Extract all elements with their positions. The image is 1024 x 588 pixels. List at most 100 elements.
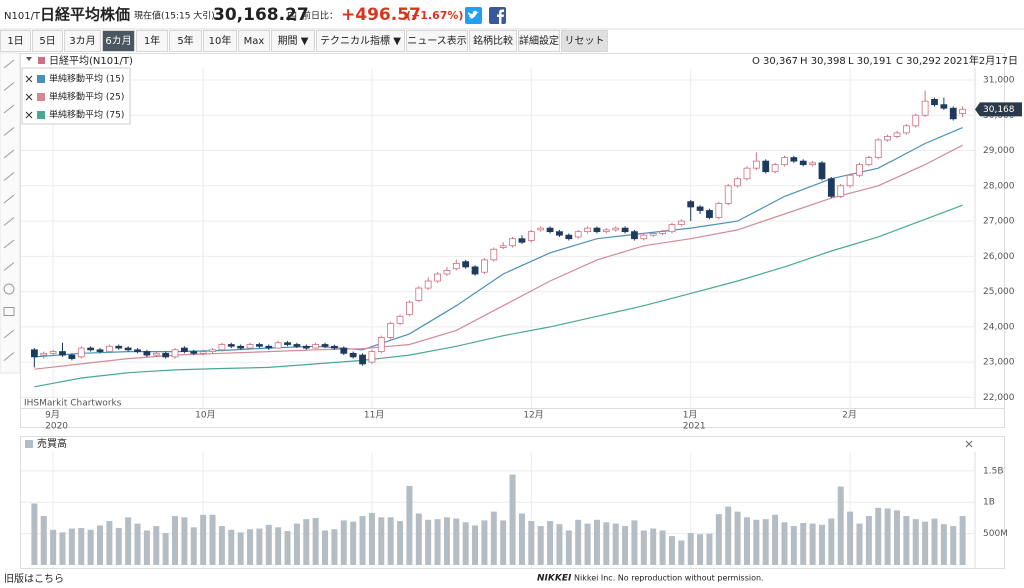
candle-body [518, 238, 526, 243]
volume-bar [762, 519, 769, 565]
volume-bar [59, 532, 66, 565]
volume-bar [125, 517, 132, 565]
candle-body [706, 210, 713, 218]
candle-body [471, 266, 479, 275]
candle-body [912, 114, 920, 127]
tool-icon[interactable] [3, 194, 15, 204]
tool-icon[interactable] [3, 127, 15, 136]
volume-bar [453, 518, 460, 565]
old-version-link[interactable]: 旧版はこちら [4, 572, 64, 585]
nikkei-logo: NIKKEI [537, 574, 572, 584]
volume-bar [153, 526, 160, 565]
toolbar-button[interactable] [469, 30, 517, 52]
candle-body [677, 220, 685, 225]
tool-icon[interactable] [3, 307, 15, 316]
volume-bar [237, 532, 244, 565]
tool-icon[interactable] [3, 239, 15, 249]
year-label: 2021 [683, 422, 706, 432]
toolbar-label: 10年 [209, 34, 232, 47]
volume-bar [603, 522, 610, 565]
candle-body [546, 227, 554, 233]
candle-body [556, 231, 563, 236]
y-tick-label: 28,000 [983, 181, 1015, 191]
price-unit: 円 [287, 12, 297, 23]
candle-body [406, 301, 413, 315]
toolbar-label: テクニカル指標 ▼ [320, 34, 401, 47]
legend-label: 単純移動平均 (15) [49, 73, 124, 85]
volume-bar [781, 522, 788, 565]
tool-icon[interactable] [3, 352, 15, 361]
candle-body [368, 351, 376, 363]
volume-bar [134, 523, 141, 565]
candle-body [49, 351, 57, 354]
candle-body [415, 287, 423, 301]
tool-icon[interactable] [3, 217, 15, 226]
tool-icon[interactable] [3, 329, 15, 339]
tool-icon[interactable] [3, 104, 15, 114]
toolbar-button[interactable] [406, 30, 468, 52]
toolbar-button[interactable] [238, 30, 270, 52]
toolbar-button[interactable] [561, 30, 608, 52]
legend-remove[interactable] [25, 75, 33, 83]
candle-body [171, 349, 179, 358]
candle-body [509, 238, 516, 247]
volume-bar [209, 514, 216, 565]
candle-body [180, 347, 188, 352]
toolbar-label: Max [244, 36, 265, 47]
candle-body [227, 344, 235, 347]
toolbar-button[interactable] [169, 30, 202, 52]
volume-close[interactable] [965, 440, 973, 448]
toolbar-button[interactable] [136, 30, 168, 52]
candle-body [827, 178, 835, 197]
candle-body [209, 349, 216, 352]
candle-body [837, 185, 845, 197]
candle-body [959, 108, 967, 114]
toolbar-label: リセット [565, 35, 605, 47]
tool-icon[interactable] [3, 149, 15, 159]
y-tick-label: 29,000 [983, 146, 1015, 156]
toolbar-button[interactable] [0, 30, 31, 52]
index-icon [38, 57, 45, 64]
candle-body [949, 107, 957, 120]
tool-icon[interactable] [3, 262, 15, 271]
volume-bar [397, 521, 404, 565]
toolbar-button[interactable] [102, 30, 135, 52]
candle-body [865, 157, 873, 166]
volume-bar [884, 508, 891, 565]
toolbar-button[interactable] [518, 30, 560, 52]
legend-remove[interactable] [25, 93, 33, 101]
collapse-arrow[interactable] [26, 57, 32, 61]
facebook-icon [497, 9, 504, 24]
volume-bar [903, 516, 910, 565]
volume-bar [284, 531, 291, 565]
toolbar-button[interactable] [64, 30, 101, 52]
volume-bar [875, 507, 882, 565]
volume-bar [322, 530, 329, 565]
change: +496.57 [341, 5, 421, 25]
tool-icon[interactable] [3, 82, 15, 91]
toolbar-button[interactable] [271, 30, 315, 52]
volume-bar [406, 485, 413, 565]
toolbar-button[interactable] [32, 30, 63, 52]
volume-bar [31, 503, 38, 565]
volume-icon [25, 440, 33, 448]
tool-icon[interactable] [3, 172, 15, 181]
volume-bar [565, 530, 572, 565]
candle-body [612, 227, 620, 231]
legend-remove[interactable] [25, 111, 33, 119]
volume-bar [434, 519, 441, 565]
candle-body [799, 160, 807, 166]
chart-title: 日経平均(N101/T) [49, 54, 133, 67]
tool-icon[interactable] [3, 283, 15, 295]
candle-body [874, 139, 882, 158]
volume-bar [143, 530, 150, 565]
candle-body [96, 349, 104, 352]
toolbar-button[interactable] [316, 30, 405, 52]
volume-bar [772, 514, 779, 565]
plot: 30,168 [30, 90, 1022, 565]
tool-icon[interactable] [3, 59, 15, 69]
toolbar-button[interactable] [203, 30, 237, 52]
x-tick-label: 1月 [683, 410, 698, 421]
